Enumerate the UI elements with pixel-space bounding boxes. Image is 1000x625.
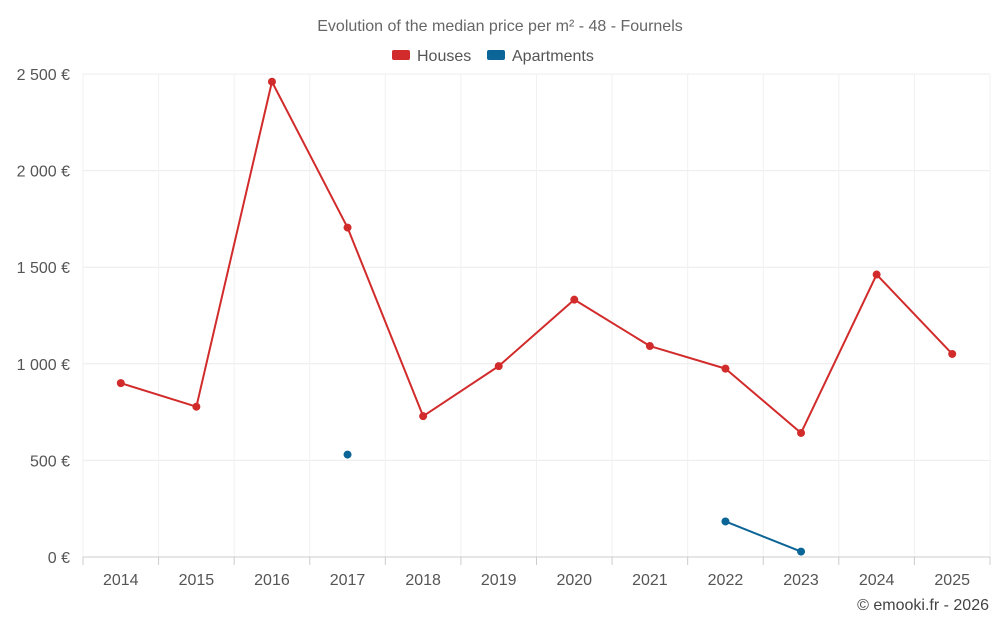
- x-axis: 2014 2015 2016 2017 2018 2019 2020 2021 2022 2023…: [82, 556, 991, 589]
- data-point-apartments-2022[interactable]: [721, 517, 730, 526]
- legend-label-houses: Houses: [417, 48, 471, 65]
- legend-label-apartments: Apartments: [512, 48, 594, 65]
- data-point-houses-2018[interactable]: [419, 412, 428, 421]
- series-houses: [116, 77, 957, 437]
- series-line-houses: [120, 80, 953, 434]
- x-tick-label: 2021: [632, 572, 668, 589]
- x-tick-label: 2014: [103, 572, 139, 589]
- data-point-houses-2023[interactable]: [797, 428, 806, 437]
- x-tick-label: 2023: [783, 572, 819, 589]
- data-point-houses-2020[interactable]: [570, 295, 579, 304]
- data-point-apartments-2017[interactable]: [343, 450, 352, 459]
- x-tick-label: 2020: [556, 572, 592, 589]
- data-point-houses-2014[interactable]: [116, 379, 125, 388]
- y-tick-label: 0 €: [48, 550, 70, 567]
- data-point-houses-2019[interactable]: [494, 362, 503, 371]
- y-tick-label: 1 500 €: [17, 260, 70, 277]
- series-apartments: [343, 450, 806, 556]
- legend: Houses Apartments: [392, 48, 594, 65]
- y-axis: 0 € 500 € 1 000 € 1 500 € 2 000 € 2 500 €: [17, 67, 70, 567]
- data-point-houses-2016[interactable]: [267, 77, 276, 86]
- legend-item-houses[interactable]: Houses: [392, 48, 471, 65]
- data-point-houses-2021[interactable]: [645, 342, 654, 351]
- data-point-apartments-2023[interactable]: [797, 547, 806, 556]
- series-layer: [116, 77, 957, 556]
- x-tick-label: 2015: [179, 572, 215, 589]
- gridlines: [82, 73, 991, 557]
- credit-text: © emooki.fr - 2026: [857, 597, 989, 614]
- data-point-houses-2017[interactable]: [343, 223, 352, 232]
- y-tick-label: 500 €: [30, 453, 70, 470]
- data-point-houses-2015[interactable]: [192, 402, 201, 411]
- legend-item-apartments[interactable]: Apartments: [487, 48, 594, 65]
- legend-swatch-apartments: [487, 50, 505, 60]
- y-tick-label: 2 000 €: [17, 164, 70, 181]
- data-point-houses-2024[interactable]: [872, 270, 881, 279]
- x-tick-label: 2016: [254, 572, 290, 589]
- x-tick-label: 2025: [934, 572, 970, 589]
- x-tick-label: 2017: [330, 572, 366, 589]
- series-line-apartments: [725, 520, 802, 553]
- x-tick-label: 2018: [405, 572, 441, 589]
- y-tick-label: 1 000 €: [17, 357, 70, 374]
- chart-title: Evolution of the median price per m² - 4…: [317, 18, 683, 35]
- y-tick-label: 2 500 €: [17, 67, 70, 84]
- data-point-houses-2025[interactable]: [948, 349, 957, 358]
- legend-swatch-houses: [392, 50, 410, 60]
- x-tick-label: 2022: [708, 572, 744, 589]
- data-point-houses-2022[interactable]: [721, 364, 730, 373]
- x-tick-label: 2024: [859, 572, 895, 589]
- x-tick-label: 2019: [481, 572, 517, 589]
